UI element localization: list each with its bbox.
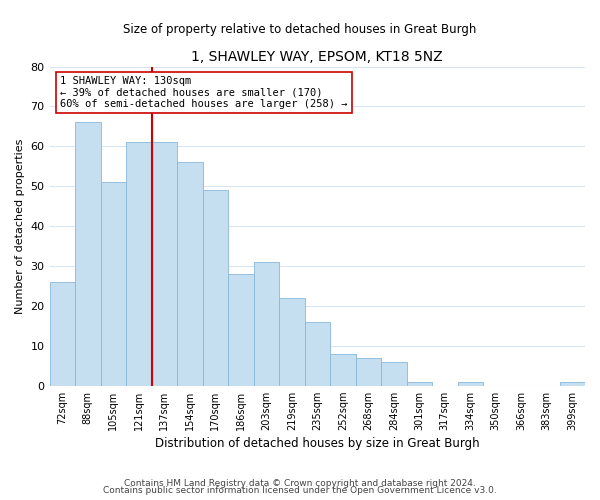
Text: 1 SHAWLEY WAY: 130sqm
← 39% of detached houses are smaller (170)
60% of semi-det: 1 SHAWLEY WAY: 130sqm ← 39% of detached …	[60, 76, 348, 110]
Bar	[228, 274, 254, 386]
Bar	[381, 362, 407, 386]
Bar	[356, 358, 381, 386]
Bar	[279, 298, 305, 386]
Bar	[177, 162, 203, 386]
Bar	[126, 142, 152, 386]
Bar	[75, 122, 101, 386]
Text: Contains public sector information licensed under the Open Government Licence v3: Contains public sector information licen…	[103, 486, 497, 495]
X-axis label: Distribution of detached houses by size in Great Burgh: Distribution of detached houses by size …	[155, 437, 479, 450]
Text: Size of property relative to detached houses in Great Burgh: Size of property relative to detached ho…	[124, 22, 476, 36]
Y-axis label: Number of detached properties: Number of detached properties	[15, 138, 25, 314]
Title: 1, SHAWLEY WAY, EPSOM, KT18 5NZ: 1, SHAWLEY WAY, EPSOM, KT18 5NZ	[191, 50, 443, 64]
Bar	[203, 190, 228, 386]
Bar	[458, 382, 483, 386]
Bar	[407, 382, 432, 386]
Bar	[101, 182, 126, 386]
Bar	[50, 282, 75, 386]
Bar	[560, 382, 585, 386]
Text: Contains HM Land Registry data © Crown copyright and database right 2024.: Contains HM Land Registry data © Crown c…	[124, 478, 476, 488]
Bar	[254, 262, 279, 386]
Bar	[152, 142, 177, 386]
Bar	[305, 322, 330, 386]
Bar	[330, 354, 356, 386]
